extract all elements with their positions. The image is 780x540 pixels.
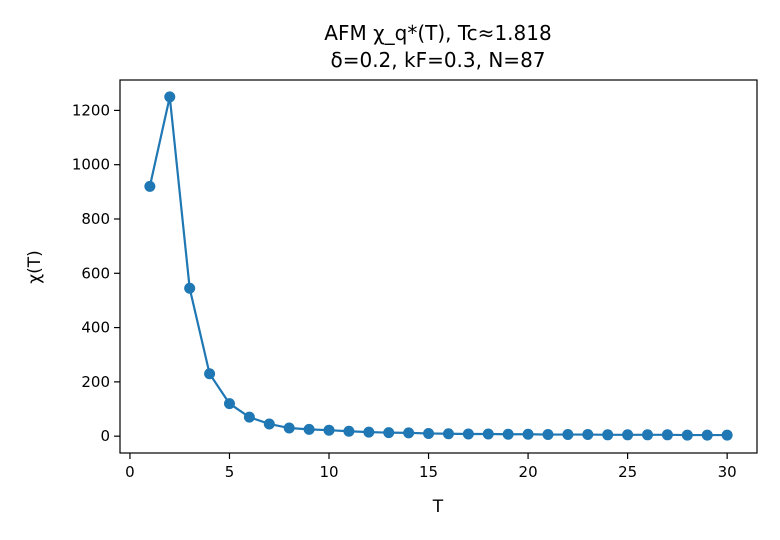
data-point: [661, 429, 673, 441]
data-point: [363, 426, 375, 438]
data-point: [442, 428, 454, 440]
data-point: [243, 411, 255, 423]
data-point: [303, 423, 315, 435]
y-tick-label: 200: [81, 373, 110, 391]
y-tick-label: 1200: [72, 101, 110, 119]
x-axis: 0 5 10 15 20 25 30: [125, 453, 737, 481]
y-axis: 0 200 400 600 800 1000 1200: [72, 101, 120, 445]
x-tick-label: 20: [519, 463, 538, 481]
data-point: [164, 91, 176, 103]
data-point: [283, 422, 295, 434]
data-point: [423, 427, 435, 439]
x-tick-label: 30: [718, 463, 737, 481]
x-tick-label: 10: [319, 463, 338, 481]
x-tick-label: 15: [419, 463, 438, 481]
series-layer: [144, 91, 733, 441]
x-tick-label: 0: [125, 463, 135, 481]
data-point: [144, 180, 156, 192]
data-point: [681, 429, 693, 441]
plot-area: [119, 79, 758, 454]
data-point: [522, 428, 534, 440]
data-point: [323, 424, 335, 436]
y-tick-label: 800: [81, 210, 110, 228]
data-point: [502, 428, 514, 440]
data-point: [642, 429, 654, 441]
x-tick-label: 5: [225, 463, 235, 481]
data-point: [343, 425, 355, 437]
data-point: [403, 427, 415, 439]
x-axis-label: T: [432, 497, 444, 517]
y-axis-label: χ(T): [25, 250, 45, 283]
y-tick-label: 1000: [72, 156, 110, 174]
data-point: [701, 429, 713, 441]
data-point: [482, 428, 494, 440]
y-tick-label: 400: [81, 319, 110, 337]
data-point: [562, 429, 574, 441]
chart-title-line2: δ=0.2, kF=0.3, N=87: [330, 48, 545, 72]
data-point: [602, 429, 614, 441]
data-point: [622, 429, 634, 441]
data-point: [223, 398, 235, 410]
data-point: [263, 418, 275, 430]
data-point: [721, 429, 733, 441]
data-point: [383, 427, 395, 439]
data-point: [204, 368, 216, 380]
data-point: [582, 429, 594, 441]
y-tick-label: 600: [81, 264, 110, 282]
data-point: [184, 282, 196, 294]
y-tick-label: 0: [100, 427, 110, 445]
data-point: [542, 429, 554, 441]
x-tick-label: 25: [618, 463, 637, 481]
data-point: [462, 428, 474, 440]
chart-title-line1: AFM χ_q*(T), Tc≈1.818: [324, 21, 551, 45]
